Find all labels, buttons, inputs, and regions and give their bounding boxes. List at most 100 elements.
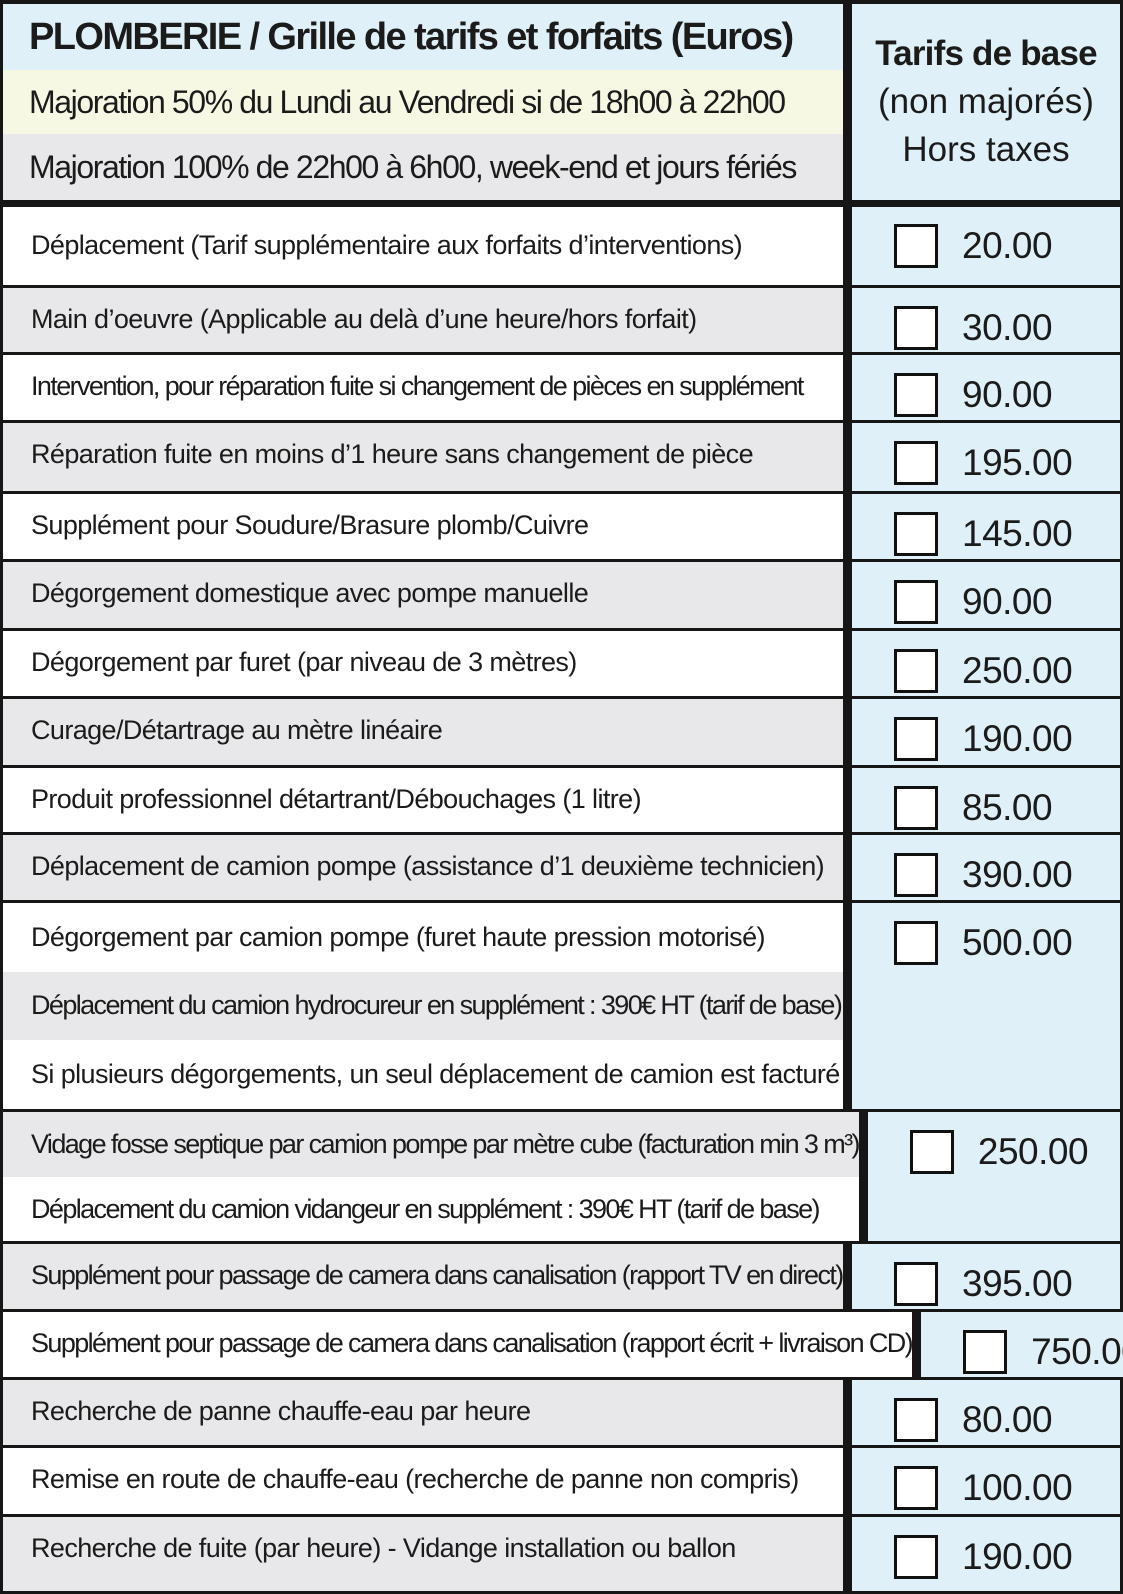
item-description: Dégorgement par furet (par niveau de 3 m… xyxy=(3,630,843,696)
item-price: 20.00 xyxy=(962,224,1053,266)
table-row: Remise en route de chauffe-eau (recherch… xyxy=(3,1447,1120,1514)
item-price-cell: 500.00 xyxy=(852,903,1120,1109)
item-price-cell: 390.00 xyxy=(852,835,1120,901)
table-row: Supplément pour passage de camera dans c… xyxy=(3,1244,1120,1310)
item-price: 750.00 xyxy=(1031,1331,1123,1373)
item-price: 80.00 xyxy=(962,1398,1053,1440)
item-description: Vidage fosse septique par camion pompe p… xyxy=(3,1111,860,1242)
item-price-cell: 90.00 xyxy=(852,561,1120,628)
item-description: Remise en route de chauffe-eau (recherch… xyxy=(3,1447,843,1514)
select-checkbox[interactable] xyxy=(963,1330,1008,1375)
item-label: Réparation fuite en moins d’1 heure sans… xyxy=(3,423,843,492)
item-price: 30.00 xyxy=(962,306,1053,348)
item-description: Produit professionnel détartrant/Débouch… xyxy=(3,767,843,833)
item-label: Remise en route de chauffe-eau (recherch… xyxy=(3,1447,843,1514)
item-price: 100.00 xyxy=(962,1466,1073,1508)
table-row: Dégorgement domestique avec pompe manuel… xyxy=(3,561,1120,628)
item-price-cell: 250.00 xyxy=(867,1111,1120,1242)
table-row: Recherche de panne chauffe-eau par heure… xyxy=(3,1379,1120,1445)
item-note: Si plusieurs dégorgements, un seul dépla… xyxy=(3,1040,843,1109)
item-price-cell: 195.00 xyxy=(852,423,1120,492)
item-price-cell: 190.00 xyxy=(852,698,1120,765)
item-label: Dégorgement domestique avec pompe manuel… xyxy=(3,561,843,628)
item-price: 145.00 xyxy=(962,513,1073,555)
item-description: Déplacement de camion pompe (assistance … xyxy=(3,835,843,901)
item-description: Dégorgement domestique avec pompe manuel… xyxy=(3,561,843,628)
item-label: Supplément pour passage de camera dans c… xyxy=(3,1312,914,1377)
item-price-cell: 250.00 xyxy=(852,630,1120,696)
item-price: 390.00 xyxy=(962,854,1073,896)
item-label: Supplément pour Soudure/Brasure plomb/Cu… xyxy=(3,494,843,559)
table-row: Déplacement de camion pompe (assistance … xyxy=(3,835,1120,901)
item-description: Supplément pour passage de camera dans c… xyxy=(3,1244,844,1310)
select-checkbox[interactable] xyxy=(894,441,938,486)
item-description: Recherche de fuite (par heure) - Vidange… xyxy=(3,1516,843,1592)
item-price: 85.00 xyxy=(962,786,1053,828)
item-price: 90.00 xyxy=(962,580,1053,622)
select-checkbox[interactable] xyxy=(894,1262,938,1307)
item-label: Déplacement de camion pompe (assistance … xyxy=(3,835,843,901)
select-checkbox[interactable] xyxy=(894,921,938,966)
item-description: Intervention, pour réparation fuite si c… xyxy=(3,355,843,421)
table-row: Vidage fosse septique par camion pompe p… xyxy=(3,1111,1120,1242)
table-row: Recherche de fuite (par heure) - Vidange… xyxy=(3,1516,1120,1592)
select-checkbox[interactable] xyxy=(894,305,938,350)
item-price: 395.00 xyxy=(962,1263,1073,1305)
select-checkbox[interactable] xyxy=(894,716,938,761)
select-checkbox[interactable] xyxy=(894,648,938,693)
surcharge-night: Majoration 100% de 22h00 à 6h00, week-en… xyxy=(3,134,843,200)
item-label: Recherche de panne chauffe-eau par heure xyxy=(3,1379,843,1445)
item-label: Supplément pour passage de camera dans c… xyxy=(3,1244,844,1310)
header: PLOMBERIE / Grille de tarifs et forfaits… xyxy=(3,4,1120,200)
table-row: Dégorgement par furet (par niveau de 3 m… xyxy=(3,630,1120,696)
item-price: 195.00 xyxy=(962,442,1073,484)
header-left: PLOMBERIE / Grille de tarifs et forfaits… xyxy=(3,4,843,200)
price-table: Déplacement (Tarif supplémentaire aux fo… xyxy=(3,207,1123,1592)
item-description: Dégorgement par camion pompe (furet haut… xyxy=(3,903,843,1109)
price-column-tax-note: Hors taxes xyxy=(902,130,1070,169)
item-price-cell: 100.00 xyxy=(852,1447,1120,1514)
item-price-cell: 20.00 xyxy=(852,207,1120,285)
price-column-subtitle: (non majorés) xyxy=(878,82,1094,121)
item-description: Réparation fuite en moins d’1 heure sans… xyxy=(3,423,843,492)
item-description: Curage/Détartrage au mètre linéaire xyxy=(3,698,843,765)
table-row: Intervention, pour réparation fuite si c… xyxy=(3,355,1120,421)
select-checkbox[interactable] xyxy=(894,373,938,418)
select-checkbox[interactable] xyxy=(894,579,938,624)
item-description: Supplément pour passage de camera dans c… xyxy=(3,1312,914,1377)
select-checkbox[interactable] xyxy=(909,1129,954,1174)
item-price-cell: 145.00 xyxy=(852,494,1120,559)
surcharge-evening: Majoration 50% du Lundi au Vendredi si d… xyxy=(3,70,843,134)
item-price-cell: 85.00 xyxy=(852,767,1120,833)
page-title: PLOMBERIE / Grille de tarifs et forfaits… xyxy=(3,4,843,70)
item-price: 500.00 xyxy=(962,922,1073,964)
select-checkbox[interactable] xyxy=(894,512,938,557)
item-label: Dégorgement par camion pompe (furet haut… xyxy=(3,903,843,972)
price-column-title: Tarifs de base xyxy=(875,34,1097,73)
item-label: Main d’oeuvre (Applicable au delà d’une … xyxy=(3,287,843,353)
table-row: Déplacement (Tarif supplémentaire aux fo… xyxy=(3,207,1120,285)
item-price: 190.00 xyxy=(962,717,1073,759)
select-checkbox[interactable] xyxy=(894,1465,938,1510)
item-price: 250.00 xyxy=(962,649,1073,691)
table-row: Supplément pour passage de camera dans c… xyxy=(3,1312,1123,1377)
select-checkbox[interactable] xyxy=(894,223,938,268)
select-checkbox[interactable] xyxy=(894,853,938,898)
item-description: Déplacement (Tarif supplémentaire aux fo… xyxy=(3,207,843,285)
item-label: Dégorgement par furet (par niveau de 3 m… xyxy=(3,630,843,696)
table-row: Curage/Détartrage au mètre linéaire 190.0… xyxy=(3,698,1120,765)
item-note: Déplacement du camion vidangeur en suppl… xyxy=(3,1176,859,1242)
item-label: Intervention, pour réparation fuite si c… xyxy=(3,355,843,421)
item-description: Supplément pour Soudure/Brasure plomb/Cu… xyxy=(3,494,843,559)
select-checkbox[interactable] xyxy=(894,1534,938,1579)
item-price-cell: 190.00 xyxy=(852,1516,1120,1592)
item-description: Main d’oeuvre (Applicable au delà d’une … xyxy=(3,287,843,353)
select-checkbox[interactable] xyxy=(894,1397,938,1442)
item-label: Produit professionnel détartrant/Débouch… xyxy=(3,767,843,833)
item-label: Vidage fosse septique par camion pompe p… xyxy=(3,1111,860,1177)
select-checkbox[interactable] xyxy=(894,785,938,830)
price-column-header: Tarifs de base (non majorés) Hors taxes xyxy=(852,4,1120,200)
item-label: Curage/Détartrage au mètre linéaire xyxy=(3,698,843,765)
item-price-cell: 395.00 xyxy=(852,1244,1120,1310)
